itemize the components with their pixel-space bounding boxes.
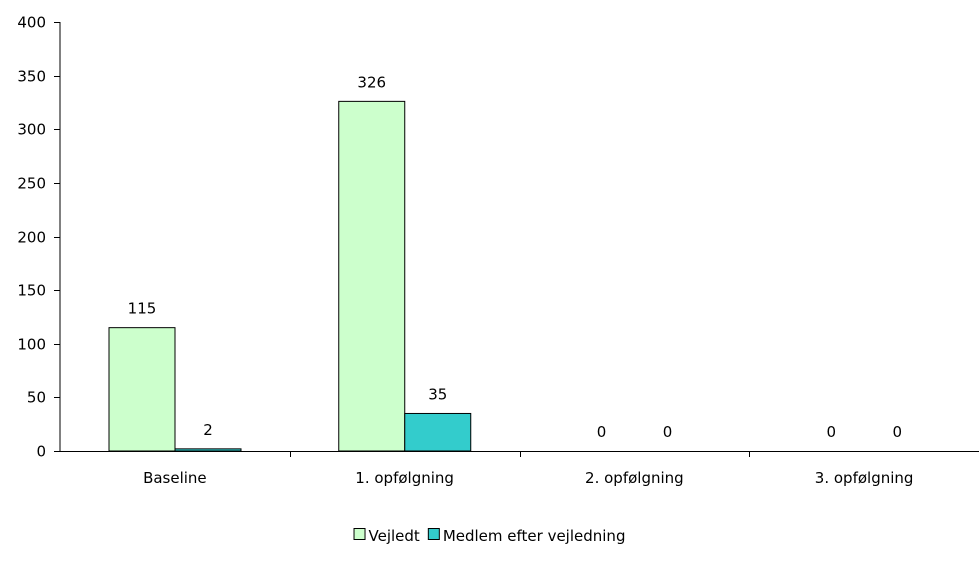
bar: [338, 100, 406, 452]
bars: [108, 100, 472, 452]
x-tick-label: Baseline: [143, 469, 207, 487]
x-tick-label: 3. opfølgning: [815, 469, 914, 487]
data-label: 35: [428, 385, 447, 403]
x-axis: Baseline 1. opfølgning 2. opfølgning 3. opf…: [60, 451, 979, 487]
bar: [404, 412, 472, 452]
legend-label: Medlem efter vejledning: [443, 527, 626, 545]
data-label: 0: [663, 423, 673, 441]
y-tick-label: 0: [36, 443, 46, 461]
y-tick-label: 200: [17, 229, 46, 247]
y-tick-label: 400: [17, 14, 46, 32]
data-label: 115: [128, 300, 157, 318]
data-label: 0: [597, 423, 607, 441]
x-tick-label: 1. opfølgning: [355, 469, 454, 487]
x-tick-label: 2. opfølgning: [585, 469, 684, 487]
bar: [174, 448, 242, 452]
y-tick-label: 300: [17, 121, 46, 139]
bar: [108, 327, 176, 452]
data-label: 326: [357, 73, 386, 91]
y-axis: 0 50 100 150 200 250 300 350 400: [17, 14, 61, 461]
data-label: 2: [203, 421, 213, 439]
data-labels: 115 326 0 0 2 35 0 0: [128, 73, 902, 441]
y-tick-label: 350: [17, 68, 46, 86]
legend-swatch: [353, 528, 366, 540]
data-label: 0: [826, 423, 836, 441]
legend-swatch: [427, 528, 440, 540]
y-tick-label: 150: [17, 282, 46, 300]
y-tick-label: 250: [17, 175, 46, 193]
data-label: 0: [892, 423, 902, 441]
y-tick-label: 50: [27, 389, 46, 407]
y-tick-label: 100: [17, 336, 46, 354]
legend: Vejledt Medlem efter vejledning: [353, 527, 626, 545]
legend-label: Vejledt: [369, 527, 420, 545]
